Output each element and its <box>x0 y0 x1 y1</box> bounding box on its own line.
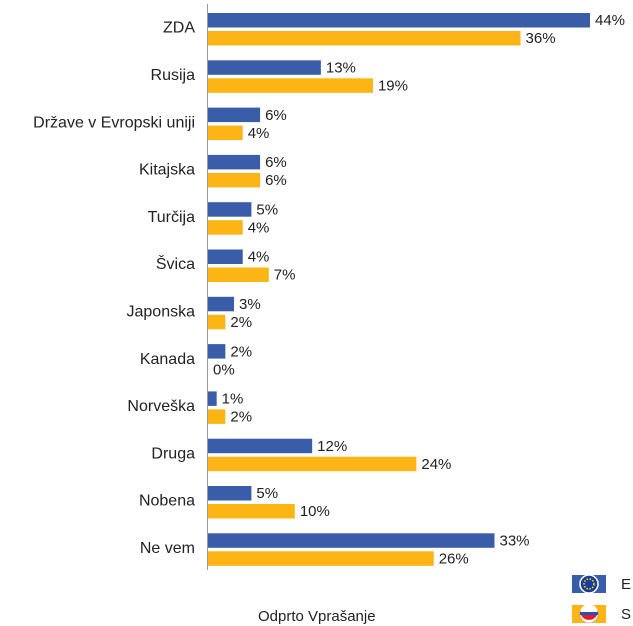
bar <box>208 551 434 566</box>
bar <box>208 154 261 170</box>
bar <box>208 267 269 282</box>
bar <box>208 172 261 188</box>
bar <box>208 391 217 406</box>
value-label: 26% <box>439 551 469 568</box>
category-label: Države v Evropski uniji <box>33 114 195 131</box>
flag-band <box>581 615 597 620</box>
value-label: 5% <box>256 485 278 502</box>
category-label: Švica <box>156 254 195 273</box>
value-label: 4% <box>248 249 270 266</box>
flag-band <box>580 604 598 611</box>
value-label: 13% <box>326 60 356 77</box>
category-label: Kanada <box>140 351 195 368</box>
category-label: Turčija <box>148 209 196 226</box>
bar <box>208 456 417 472</box>
category-label: Druga <box>151 445 195 462</box>
value-label: 2% <box>230 343 252 360</box>
value-label: 33% <box>500 533 530 550</box>
flag-icon <box>579 574 599 594</box>
value-label: 19% <box>378 78 408 95</box>
bar <box>208 78 373 93</box>
bar <box>208 344 226 359</box>
value-label: 4% <box>248 219 270 236</box>
value-label: 44% <box>595 12 625 29</box>
bar <box>208 296 235 312</box>
bar <box>208 31 521 46</box>
bar <box>208 504 295 519</box>
bar <box>208 533 495 548</box>
bar <box>208 438 313 454</box>
bar <box>208 220 243 235</box>
value-label: 10% <box>300 503 330 520</box>
bar <box>208 409 226 424</box>
value-label: 3% <box>239 296 261 313</box>
bar <box>208 314 226 330</box>
value-label: 7% <box>274 267 296 284</box>
flag-stars <box>583 578 595 590</box>
value-label: 6% <box>265 172 287 189</box>
value-label: 1% <box>222 391 244 408</box>
bar <box>208 202 252 217</box>
flag-band <box>580 612 598 615</box>
bar <box>208 13 590 28</box>
legend-label: S <box>621 606 631 623</box>
x-axis-label: Odprto Vprašanje <box>258 608 376 625</box>
value-label: 36% <box>526 30 556 47</box>
category-label: ZDA <box>163 20 195 37</box>
bar <box>208 60 321 75</box>
value-label: 2% <box>230 409 252 426</box>
legend: E S <box>572 574 631 624</box>
category-label: Japonska <box>127 304 196 321</box>
value-label: 5% <box>256 201 278 218</box>
bar <box>208 249 243 264</box>
value-label: 6% <box>265 154 287 171</box>
category-label: Ne vem <box>140 540 195 557</box>
value-label: 6% <box>265 107 287 124</box>
bar <box>208 486 252 501</box>
bar <box>208 125 243 141</box>
category-label: Norveška <box>127 398 195 415</box>
value-label: 0% <box>213 361 235 378</box>
value-label: 2% <box>230 314 252 331</box>
category-label: Rusija <box>151 67 196 84</box>
value-label: 12% <box>317 438 347 455</box>
value-label: 4% <box>248 125 270 142</box>
category-label: Kitajska <box>139 162 195 179</box>
legend-label: E <box>621 576 631 593</box>
category-label: Nobena <box>139 493 195 510</box>
bar <box>208 107 261 123</box>
value-label: 24% <box>421 456 451 473</box>
